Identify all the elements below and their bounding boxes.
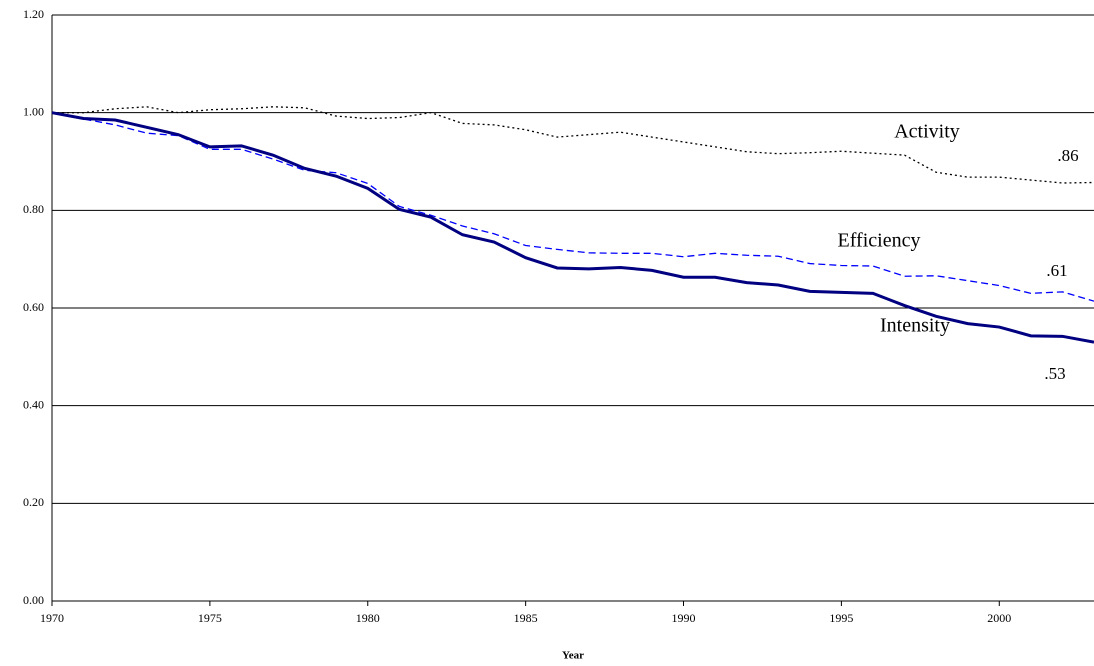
y-tick-label: 0.20	[23, 495, 44, 509]
series-label: Activity	[894, 121, 960, 143]
x-tick-label: 2000	[987, 611, 1011, 625]
y-tick-label: 0.40	[23, 397, 44, 411]
series-label: Efficiency	[838, 230, 921, 252]
x-axis-title: Year	[562, 650, 584, 662]
series-label: Intensity	[880, 315, 950, 337]
series-line	[51, 112, 1094, 302]
end-value-label: .86	[1057, 146, 1078, 165]
end-value-label: .53	[1044, 364, 1065, 383]
series-line	[51, 111, 1094, 344]
x-tick-label: 1975	[198, 611, 222, 625]
y-tick-label: 0.60	[23, 300, 44, 314]
y-tick-label: 1.00	[23, 104, 44, 118]
y-tick-label: 1.20	[23, 7, 44, 21]
series-line	[52, 106, 1094, 184]
y-tick-label: 0.00	[23, 593, 44, 607]
x-tick-label: 1990	[672, 611, 696, 625]
x-tick-label: 1980	[356, 611, 380, 625]
x-tick-label: 1995	[829, 611, 853, 625]
x-tick-label: 1970	[40, 611, 64, 625]
y-tick-label: 0.80	[23, 202, 44, 216]
x-tick-label: 1985	[514, 611, 538, 625]
end-value-label: .61	[1046, 261, 1067, 280]
